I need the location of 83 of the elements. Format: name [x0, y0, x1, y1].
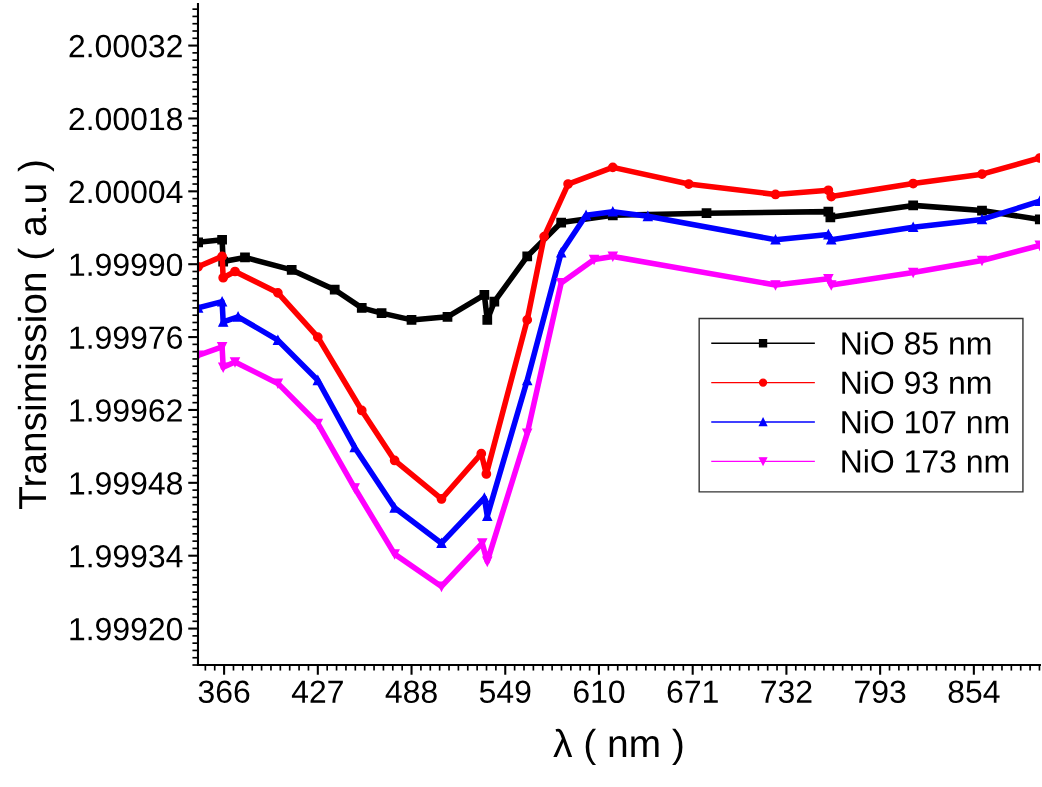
- point: [436, 494, 447, 504]
- x-axis-title: λ ( nm ): [553, 728, 683, 766]
- point: [607, 162, 618, 173]
- point: [312, 332, 323, 342]
- x-tick-label: 671: [667, 680, 718, 704]
- x-tick-label: 732: [761, 680, 812, 704]
- point: [908, 200, 919, 211]
- y-tick-label: 2.00032: [69, 34, 182, 58]
- point: [273, 378, 283, 389]
- point: [607, 251, 618, 262]
- point: [230, 266, 240, 277]
- y-axis-title: Transimission ( a.u ): [17, 161, 55, 509]
- y-tick-label: 2.00018: [69, 107, 183, 131]
- y-tick-label: 1.99934: [70, 544, 183, 568]
- legend-label: NiO 107 nm: [842, 410, 1009, 434]
- point: [389, 455, 400, 466]
- point: [286, 265, 297, 275]
- y-tick-label: 1.99920: [70, 617, 183, 641]
- point: [977, 255, 987, 266]
- point: [977, 169, 987, 180]
- point: [607, 206, 618, 217]
- point: [826, 191, 837, 202]
- x-tick-label: 366: [198, 680, 250, 704]
- point: [240, 252, 250, 263]
- point: [329, 284, 340, 295]
- point: [442, 311, 453, 322]
- point: [273, 287, 283, 298]
- x-tick-label: 854: [948, 680, 1000, 704]
- x-tick-label: 793: [855, 680, 906, 704]
- point: [406, 315, 417, 325]
- y-tick-label: 1.99976: [70, 326, 182, 349]
- point: [482, 315, 493, 325]
- point: [977, 205, 987, 216]
- legend-label: NiO 85 nm: [842, 331, 991, 355]
- point: [826, 280, 837, 290]
- point: [482, 556, 493, 567]
- point: [977, 214, 987, 225]
- point: [539, 231, 549, 242]
- x-tick-label: 427: [291, 680, 343, 703]
- y-tick-label: 2.00004: [69, 180, 183, 204]
- point: [770, 189, 781, 200]
- point: [349, 483, 360, 493]
- point: [589, 254, 599, 265]
- point: [218, 272, 229, 283]
- point: [312, 375, 323, 386]
- point: [481, 469, 492, 479]
- point: [770, 234, 781, 245]
- point: [356, 303, 367, 313]
- point: [479, 290, 490, 300]
- point: [556, 217, 567, 228]
- point: [349, 442, 360, 453]
- point: [556, 247, 567, 258]
- point: [522, 315, 533, 325]
- point: [356, 405, 367, 416]
- x-tick-label: 549: [479, 680, 531, 704]
- point: [233, 311, 243, 322]
- y-tick-label: 1.99990: [70, 253, 183, 277]
- x-tick-label: 488: [385, 680, 437, 704]
- point: [826, 234, 837, 245]
- point: [522, 251, 533, 262]
- point: [217, 296, 227, 307]
- point: [563, 179, 573, 189]
- x-tick-label: 610: [573, 680, 625, 704]
- legend-label: NiO 93 nm: [842, 370, 991, 395]
- point: [908, 267, 919, 278]
- point: [701, 208, 712, 219]
- y-tick-label: 1.99948: [70, 472, 183, 495]
- point: [908, 222, 919, 233]
- y-tick-label: 1.99962: [70, 399, 182, 422]
- point: [217, 251, 227, 262]
- point: [389, 549, 400, 560]
- point: [642, 211, 653, 222]
- point: [683, 179, 694, 189]
- legend-label: NiO 173 nm: [842, 449, 1009, 473]
- point: [436, 538, 447, 549]
- point: [217, 234, 227, 245]
- point: [376, 308, 387, 318]
- point: [218, 362, 229, 373]
- point: [489, 296, 500, 307]
- point: [908, 178, 919, 189]
- point: [230, 357, 240, 367]
- point: [825, 212, 836, 223]
- point: [770, 280, 781, 290]
